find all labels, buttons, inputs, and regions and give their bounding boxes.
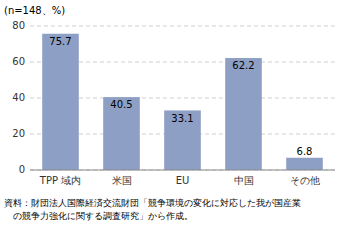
data-label: 33.1	[171, 113, 193, 124]
x-tick-label: EU	[176, 175, 190, 186]
y-tick-label: 20	[12, 128, 25, 139]
bar	[42, 34, 79, 170]
chart-container: 0 20 40 60 80 75.7 40.5 33.1 62.2 6.8 TPP 域内 米国 EU 中国…	[0, 0, 343, 236]
bar	[164, 110, 201, 170]
grid	[30, 26, 335, 170]
y-tick-label: 60	[12, 56, 25, 67]
data-label: 75.7	[49, 36, 71, 47]
data-label: 62.2	[232, 60, 254, 71]
x-axis-line	[30, 170, 335, 171]
x-tick-label: その他	[290, 175, 320, 186]
x-tick-label: 米国	[112, 175, 132, 186]
grid-line	[30, 26, 335, 27]
x-tick-label: 中国	[234, 175, 254, 186]
bar	[286, 158, 323, 170]
bar	[103, 97, 140, 170]
note: (n=148、%)	[4, 5, 65, 16]
source-note: 資料：財団法人国際経済交流財団「競争環境の変化に対応した我が国産業	[4, 198, 301, 208]
data-label: 40.5	[110, 99, 132, 110]
y-tick-label: 80	[12, 20, 25, 31]
chart: 0 20 40 60 80 75.7 40.5 33.1 62.2 6.8 TPP 域内 米国 EU 中国…	[0, 0, 343, 236]
source-note: の競争力強化に関する調査研究」から作成。	[4, 211, 193, 221]
bar	[225, 58, 262, 170]
y-tick-label: 0	[19, 164, 25, 175]
x-tick-label: TPP 域内	[39, 175, 81, 186]
bars	[42, 34, 323, 170]
data-label: 6.8	[297, 146, 313, 157]
y-tick-label: 40	[12, 92, 25, 103]
grid-line	[30, 170, 335, 171]
